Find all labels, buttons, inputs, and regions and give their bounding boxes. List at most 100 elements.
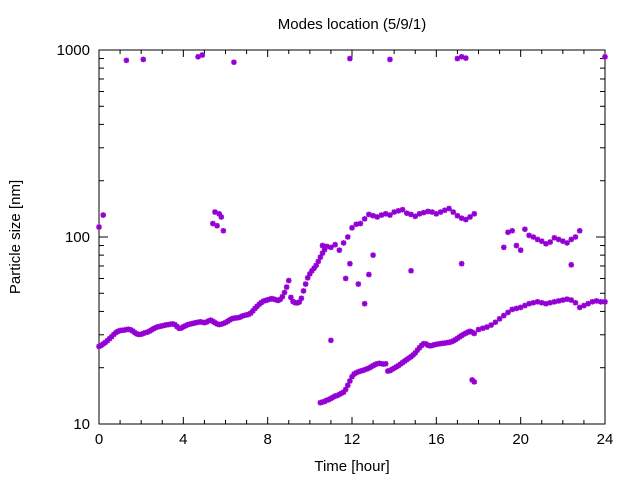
data-point [361,366,368,373]
data-point [340,389,347,395]
x-tick-label: 24 [597,431,614,448]
data-point [555,236,562,243]
data-point [560,297,566,303]
data-point [526,232,532,239]
data-point [395,208,402,214]
data-point [311,265,317,272]
data-point [180,323,187,330]
data-point [446,205,452,212]
data-point [199,52,206,58]
data-point [96,224,102,230]
data-point [361,216,368,222]
data-point [353,221,360,228]
data-point [467,214,473,220]
data-point [296,299,303,305]
data-point [370,212,376,219]
data-point [252,305,258,312]
data-point [294,300,300,306]
data-point [387,212,393,218]
data-point [108,333,115,340]
data-point [454,55,461,62]
data-point [534,236,541,243]
data-point [195,53,201,60]
data-point [568,236,575,243]
data-point [551,299,558,305]
data-point [501,244,507,251]
data-point [475,326,482,333]
data-point [366,271,372,278]
data-point [363,366,370,372]
x-tick-label: 12 [344,431,361,448]
x-tick-label: 4 [179,431,187,448]
data-point [581,302,587,309]
data-point [140,56,147,63]
data-point [522,226,528,233]
data-point [285,277,292,284]
data-point [534,299,541,305]
x-tick-label: 8 [263,431,271,448]
data-point [560,238,566,244]
data-point [298,295,305,302]
data-point [463,216,469,223]
data-point [408,267,414,274]
data-point [458,53,465,60]
data-point [448,339,454,345]
data-point [344,382,351,389]
data-point [458,215,465,222]
data-point [484,324,490,330]
data-point [530,299,537,306]
data-point [593,298,600,304]
data-point [471,330,478,337]
data-point [429,209,435,215]
data-point [585,300,591,307]
data-point [220,227,227,234]
data-point [509,306,516,313]
data-point [543,300,549,307]
data-point [123,57,130,64]
data-point [479,325,486,332]
data-point [433,211,440,217]
data-point [471,379,478,385]
data-point [231,59,237,66]
data-point [602,299,608,305]
data-point [349,373,355,380]
data-point [323,243,330,250]
data-point [328,337,334,344]
data-point [416,211,423,217]
data-point [321,246,328,253]
data-point [100,212,107,218]
data-point [340,240,347,246]
data-point [382,211,389,217]
data-point [513,242,520,249]
data-point [319,242,326,249]
y-axis: 10 100 1000 [57,42,605,433]
data-point [412,350,419,356]
data-point [572,299,579,306]
data-point [96,343,102,350]
data-point [416,344,423,351]
data-point [576,227,583,234]
data-point [300,288,307,294]
data-point [342,386,349,393]
data-point [488,322,494,328]
data-point [355,281,362,287]
x-tick-label: 0 [95,431,103,448]
data-point [602,53,608,60]
data-point [517,247,524,253]
data-point [414,347,421,354]
data-point [597,299,604,305]
x-axis: 0 4 8 12 16 20 24 [95,50,614,448]
data-points [96,52,608,406]
data-point [347,378,353,384]
data-point [309,267,315,274]
data-point [378,212,385,218]
data-point [347,260,353,267]
data-point [551,235,558,241]
data-point [387,56,393,63]
x-tick-label: 16 [428,431,445,448]
data-point [555,298,562,304]
data-point [450,209,456,215]
data-point [281,289,288,296]
data-point [315,258,322,265]
